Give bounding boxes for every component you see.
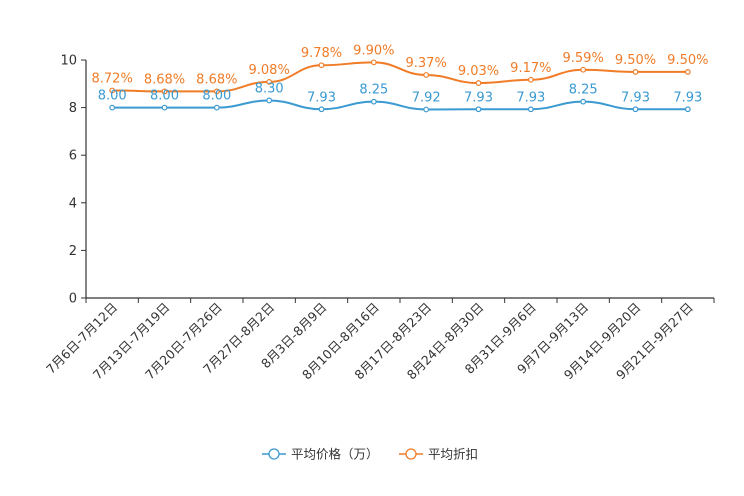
data-point <box>580 66 587 73</box>
data-point <box>161 88 168 95</box>
data-point <box>266 97 273 104</box>
data-label: 8.68% <box>144 72 185 87</box>
data-point <box>684 68 691 75</box>
x-axis: 7月6日-7月12日7月13日-7月19日7月20日-7月26日7月27日-8月… <box>43 297 715 382</box>
data-point <box>213 104 220 111</box>
data-label: 9.17% <box>510 61 551 76</box>
data-label: 8.30 <box>255 81 284 96</box>
data-point <box>318 106 325 113</box>
data-label: 8.25 <box>359 83 388 98</box>
series-layer <box>109 59 691 113</box>
data-point <box>109 104 116 111</box>
data-label: 9.50% <box>667 53 708 68</box>
data-label: 9.37% <box>406 56 447 71</box>
y-axis: 0 2 4 6 8 10 <box>60 54 87 307</box>
legend-marker-icon <box>405 448 417 460</box>
data-point <box>580 98 587 105</box>
y-tick-label: 10 <box>60 54 77 69</box>
data-label-layer: 8.00 8.00 8.00 8.30 7.93 8.25 7.92 7.93 7.93 8.25… <box>92 43 709 105</box>
data-point <box>266 78 273 85</box>
data-label: 7.93 <box>673 90 702 105</box>
legend-label: 平均折扣 <box>428 447 478 462</box>
data-label: 9.78% <box>301 46 342 61</box>
data-label: 8.00 <box>98 89 127 104</box>
data-point <box>527 106 534 113</box>
data-label: 9.08% <box>249 63 290 78</box>
data-point <box>161 104 168 111</box>
data-label: 7.93 <box>621 90 650 105</box>
data-point <box>109 87 116 94</box>
data-label: 8.00 <box>150 89 179 104</box>
data-label: 9.03% <box>458 64 499 79</box>
y-tick-label: 4 <box>69 196 77 211</box>
data-point <box>423 106 430 113</box>
series-line-avg-price <box>112 99 688 111</box>
legend-marker-icon <box>268 448 280 460</box>
data-point <box>632 106 639 113</box>
data-label: 9.90% <box>353 43 394 58</box>
data-label: 8.68% <box>196 72 237 87</box>
y-tick-label: 8 <box>69 101 77 116</box>
legend: 平均价格（万） 平均折扣 <box>262 447 478 462</box>
data-point <box>370 98 377 105</box>
data-label: 7.93 <box>307 90 336 105</box>
data-label: 7.93 <box>464 90 493 105</box>
data-point <box>213 88 220 95</box>
data-label: 7.93 <box>516 90 545 105</box>
y-tick-label: 0 <box>69 292 77 307</box>
data-label: 9.59% <box>563 51 604 66</box>
data-point <box>527 76 534 83</box>
data-point <box>684 106 691 113</box>
data-point <box>475 80 482 86</box>
data-point <box>423 72 430 78</box>
series-line-avg-discount <box>112 61 688 93</box>
data-label: 7.92 <box>412 91 441 106</box>
data-point <box>475 106 482 113</box>
legend-label: 平均价格（万） <box>291 447 379 462</box>
data-point <box>632 68 639 75</box>
y-tick-label: 6 <box>69 149 77 164</box>
data-point <box>318 62 325 69</box>
data-label: 8.00 <box>202 89 231 104</box>
data-point <box>370 59 377 66</box>
y-tick-label: 2 <box>69 244 77 259</box>
data-label: 9.50% <box>615 53 656 68</box>
data-label: 8.72% <box>92 71 133 86</box>
data-label: 8.25 <box>569 83 598 98</box>
